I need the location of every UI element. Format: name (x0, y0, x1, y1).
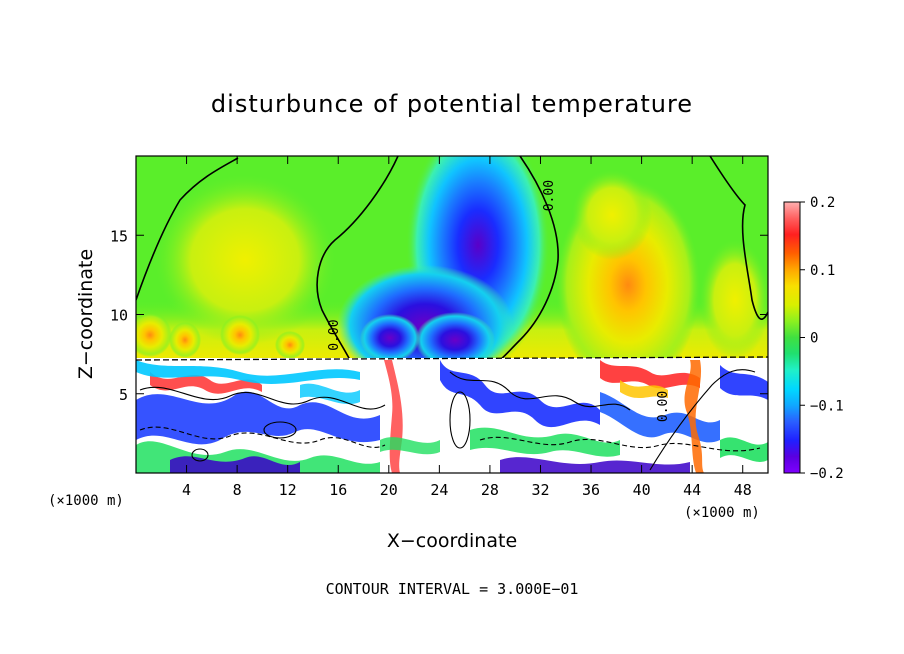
x-tick-label: 8 (233, 481, 242, 499)
y-tick-label: 5 (119, 386, 128, 404)
lower-contour (449, 391, 471, 449)
lower-contour (263, 421, 297, 439)
zero-contour-center-west (316, 156, 399, 361)
contour-labels: 0.00 0.00 0.00 (327, 180, 671, 422)
lower-contour (649, 369, 756, 471)
x-tick-label: 20 (380, 481, 398, 499)
turbulent-layer (136, 358, 768, 473)
filament (150, 372, 262, 394)
lower-contour (139, 386, 386, 410)
x-tick-label: 48 (734, 481, 752, 499)
zero-contour-west (136, 157, 239, 301)
x-tick-label: 28 (481, 481, 499, 499)
lower-contour (191, 448, 209, 462)
x-unit-right: (×1000 m) (684, 505, 760, 521)
warm-bump (169, 322, 201, 358)
contour-interval-note: CONTOUR INTERVAL = 3.000E−01 (326, 580, 579, 598)
filament (300, 383, 360, 405)
cold-anomaly-core-c (360, 314, 420, 362)
filament (136, 391, 380, 445)
contour-label: 0.00 (656, 391, 671, 422)
y-axis-label: Z−coordinate (75, 249, 97, 379)
filament (684, 360, 704, 473)
colorbar-tick-label: 0.2 (810, 195, 835, 211)
filament (500, 457, 690, 473)
chart-title: disturbunce of potential temperature (211, 90, 693, 118)
colorbar-gradient (783, 201, 801, 474)
colorbar-tick-label: 0 (810, 331, 818, 347)
contour-label: 0.00 (327, 319, 342, 350)
warm-anomaly-east-upper (572, 170, 652, 260)
y-tick-label: 15 (110, 227, 128, 245)
x-tick-label: 32 (531, 481, 549, 499)
lower-contour (479, 436, 761, 452)
filament (600, 392, 720, 443)
x-tick-label: 12 (279, 481, 297, 499)
cold-anomaly-core-b (415, 312, 495, 368)
plot-area (136, 156, 768, 473)
x-tick-label: 24 (430, 481, 448, 499)
filament (600, 360, 700, 389)
filament (720, 437, 768, 462)
y-axis-ticks: 5 10 15 (110, 227, 768, 404)
contour-label: 0.00 (542, 180, 557, 211)
x-tick-label: 36 (582, 481, 600, 499)
x-tick-label: 4 (182, 481, 191, 499)
filament (470, 427, 620, 457)
warm-bump (136, 313, 172, 357)
filament (136, 360, 360, 384)
colorbar: 0.2 0.1 0 −0.1 −0.2 (783, 195, 844, 482)
colorbar-ticks: 0.2 0.1 0 −0.1 −0.2 (800, 195, 844, 482)
x-axis-ticks: 4 8 12 16 20 24 28 32 36 40 44 48 (182, 156, 752, 499)
x-axis-label: X−coordinate (387, 530, 517, 552)
filament (620, 380, 668, 399)
filament (440, 360, 600, 428)
warm-anomaly-eastedge (700, 240, 768, 360)
y-tick-label: 10 (110, 307, 128, 325)
zero-contour-east (709, 156, 768, 320)
interface-contour (136, 356, 768, 361)
x-tick-label: 44 (683, 481, 701, 499)
warm-anomaly-west (155, 175, 335, 345)
x-tick-label: 16 (329, 481, 347, 499)
x-unit-left: (×1000 m) (48, 493, 124, 509)
filament (720, 365, 768, 400)
zero-contour-center-east (499, 156, 559, 361)
filament (380, 437, 440, 455)
lower-contour (139, 426, 386, 448)
colorbar-tick-label: 0.1 (810, 263, 835, 279)
warm-bump (220, 315, 260, 355)
colorbar-tick-label: −0.2 (810, 466, 844, 482)
x-tick-label: 40 (633, 481, 651, 499)
colorbar-tick-label: −0.1 (810, 398, 844, 414)
warm-bump (275, 331, 305, 359)
lower-contour (449, 371, 631, 411)
